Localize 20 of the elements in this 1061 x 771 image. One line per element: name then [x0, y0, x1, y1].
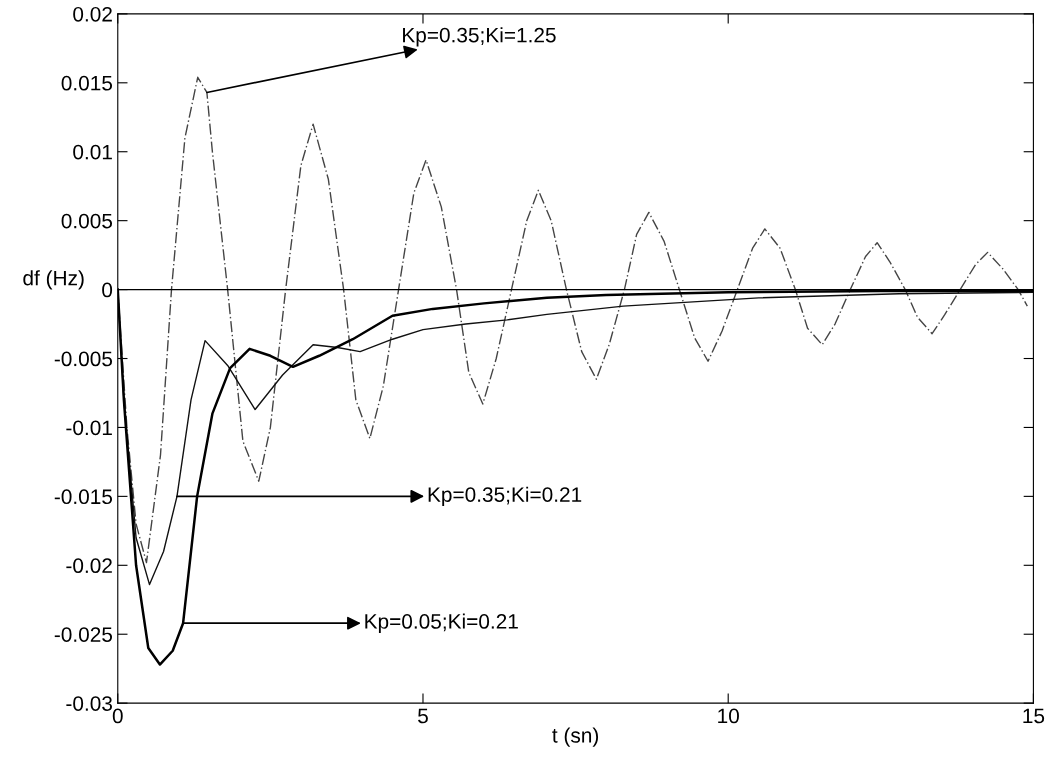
y-tick-label: -0.03: [66, 696, 112, 711]
y-tick-label: 0.02: [73, 6, 112, 22]
y-tick-label: -0.015: [54, 489, 113, 505]
y-tick-label: -0.025: [54, 627, 113, 642]
y-tick-label: 0.005: [61, 213, 113, 229]
x-tick-label: 10: [718, 708, 739, 724]
annotation: Kp=0.05;Ki=0.21: [365, 613, 518, 633]
x-axis-title: t (sn): [552, 727, 599, 747]
y-axis-title: df (Hz): [23, 270, 84, 290]
y-tick-label: 0: [102, 282, 113, 298]
annotation: Kp=0.35;Ki=1.25: [403, 27, 556, 47]
x-tick-label: 0: [112, 708, 123, 724]
x-tick-label: 5: [418, 708, 428, 724]
annotation: Kp=0.35;Ki=0.21: [428, 486, 582, 507]
x-tick-label: 15: [1023, 708, 1045, 724]
y-tick-label: 0.015: [61, 75, 113, 91]
y-tick-label: 0.01: [73, 144, 112, 160]
y-tick-label: -0.005: [54, 351, 113, 367]
y-tick-label: -0.02: [66, 558, 112, 574]
y-tick-label: -0.01: [66, 420, 112, 436]
